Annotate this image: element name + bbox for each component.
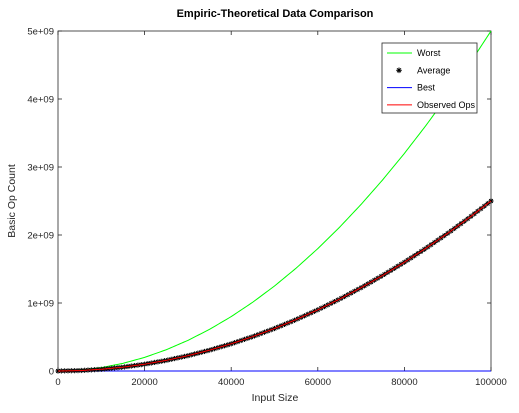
y-axis-label: Basic Op Count (6, 164, 18, 238)
legend-label-average: Average (417, 65, 450, 75)
x-axis-label: Input Size (252, 392, 299, 404)
y-tick-label: 1e+09 (27, 299, 54, 310)
x-tick-label: 20000 (131, 377, 157, 388)
legend-swatch-average (396, 67, 402, 74)
series-worst-line (57, 30, 492, 372)
legend-item-worst: Worst (387, 48, 441, 58)
y-tick-label: 4e+09 (27, 95, 54, 106)
series-observed-ops-line (57, 200, 492, 372)
y-tick-label: 0 (49, 367, 54, 378)
x-tick-label: 40000 (218, 377, 244, 388)
y-tick-label: 2e+09 (27, 231, 54, 242)
legend-item-best: Best (387, 83, 436, 93)
legend: Worst Average Best Observed Ops (381, 42, 478, 114)
y-tick-label: 5e+09 (27, 27, 54, 38)
legend-box (381, 42, 478, 114)
x-tick-label: 80000 (391, 377, 417, 388)
x-tick-label: 60000 (305, 377, 331, 388)
legend-label-best: Best (417, 83, 436, 93)
legend-label-observed-ops: Observed Ops (417, 100, 476, 110)
x-tick-label: 100000 (475, 377, 507, 388)
y-tick-label: 3e+09 (27, 163, 54, 174)
legend-item-observed-ops: Observed Ops (387, 100, 476, 110)
x-tick-label: 0 (55, 377, 60, 388)
legend-item-average: Average (396, 65, 450, 75)
plot-area (55, 30, 494, 374)
chart-title: Empiric-Theoretical Data Comparison (177, 8, 374, 20)
legend-label-worst: Worst (417, 48, 441, 58)
